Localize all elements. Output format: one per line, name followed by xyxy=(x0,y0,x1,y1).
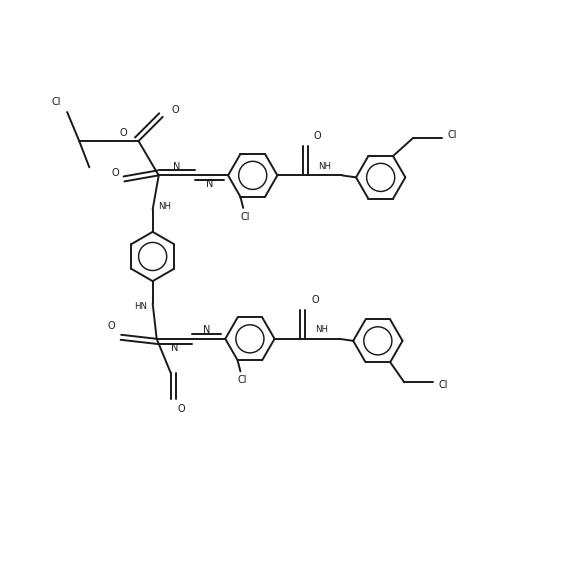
Text: NH: NH xyxy=(158,203,172,211)
Text: NH: NH xyxy=(315,325,328,335)
Text: Cl: Cl xyxy=(51,97,61,107)
Text: O: O xyxy=(108,321,115,331)
Text: O: O xyxy=(171,105,179,115)
Text: Cl: Cl xyxy=(439,380,448,390)
Text: Cl: Cl xyxy=(448,130,457,140)
Text: O: O xyxy=(119,127,127,138)
Text: O: O xyxy=(111,168,119,178)
Text: O: O xyxy=(177,405,185,414)
Text: N: N xyxy=(173,162,181,172)
Text: N: N xyxy=(171,343,178,353)
Text: NH: NH xyxy=(318,162,331,171)
Text: Cl: Cl xyxy=(238,376,247,385)
Text: N: N xyxy=(203,325,211,335)
Text: O: O xyxy=(311,295,319,304)
Text: N: N xyxy=(206,179,213,189)
Text: HN: HN xyxy=(134,302,147,311)
Text: Cl: Cl xyxy=(240,212,249,222)
Text: O: O xyxy=(314,131,321,141)
